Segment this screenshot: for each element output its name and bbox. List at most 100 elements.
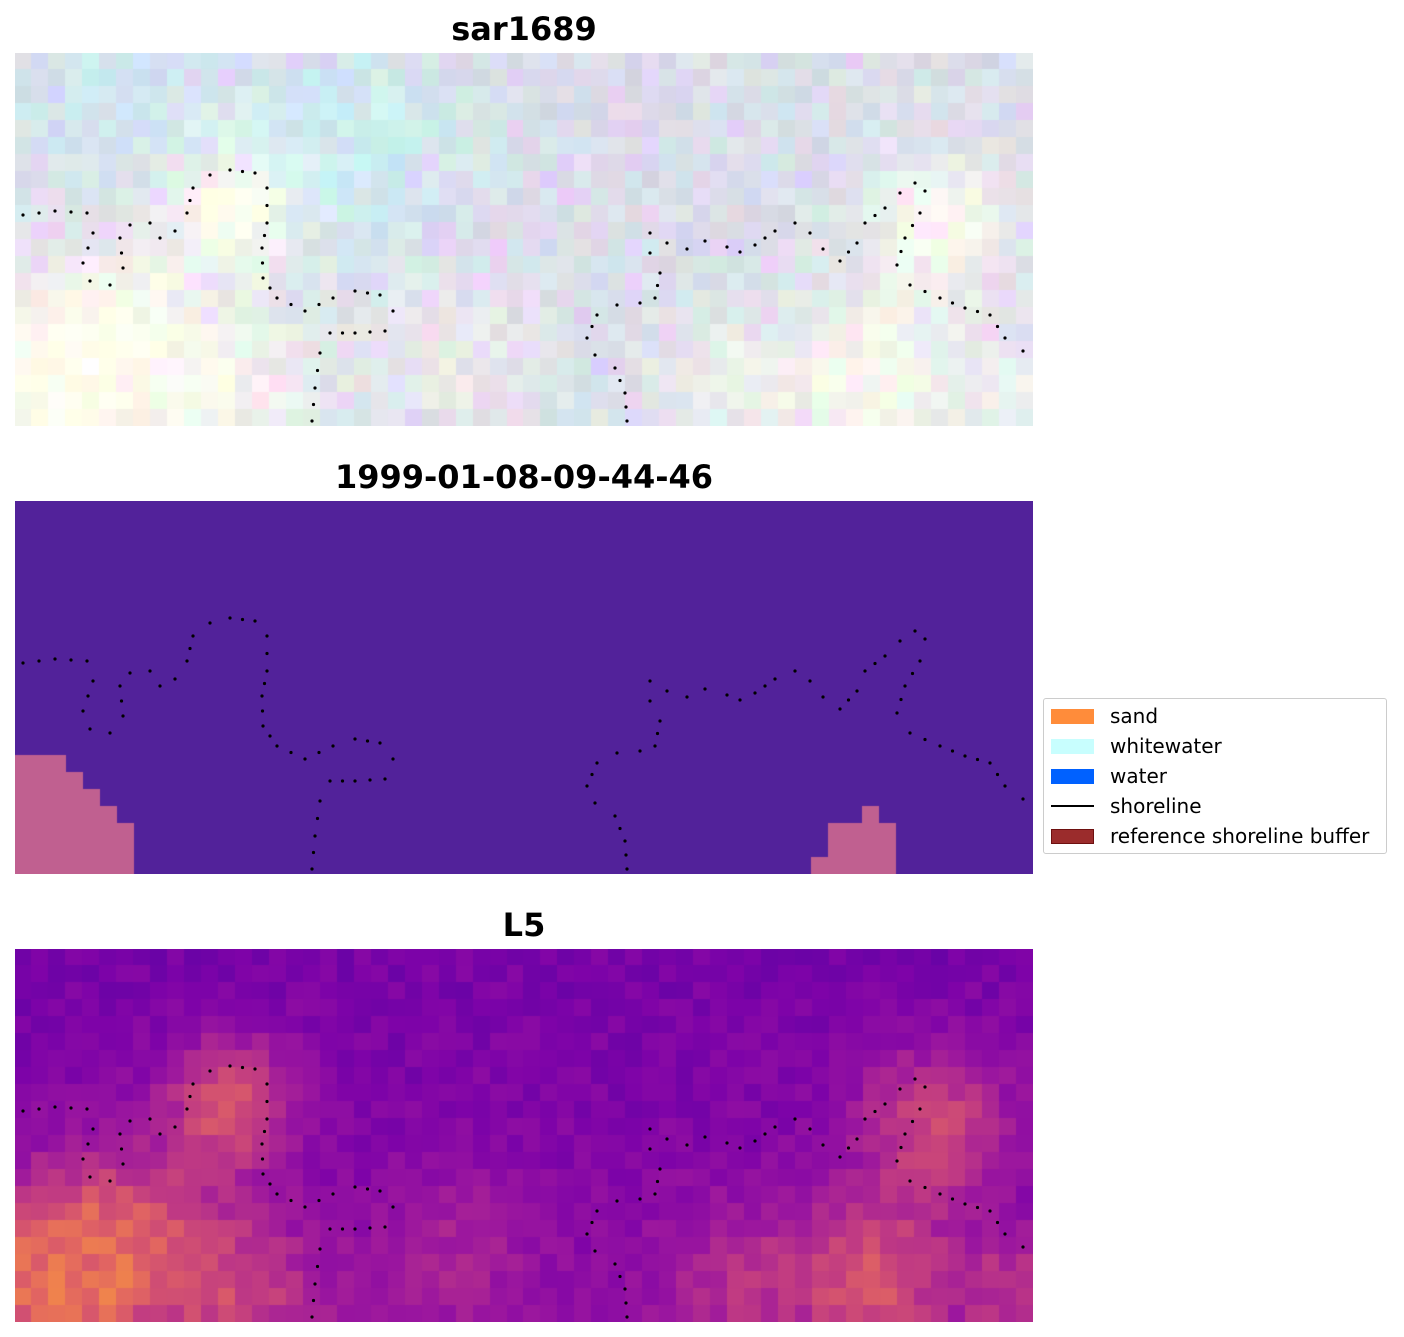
shoreline-point <box>365 291 370 295</box>
shoreline-point <box>593 801 597 805</box>
panel-rgb-image <box>15 53 1033 426</box>
legend-item-whitewater: whitewater <box>1051 731 1385 761</box>
shoreline-point <box>275 1192 279 1196</box>
shoreline-point <box>793 669 797 673</box>
shoreline-point <box>88 279 92 283</box>
shoreline-point <box>228 1064 232 1068</box>
shoreline-point <box>938 296 942 300</box>
shoreline-point <box>1003 1232 1007 1236</box>
reference-buffer-swatch <box>1051 829 1094 844</box>
shoreline-point <box>21 213 25 217</box>
shoreline-point <box>128 223 132 227</box>
shoreline-point <box>260 709 265 713</box>
legend-item-sand: sand <box>1051 701 1385 731</box>
shoreline-point <box>821 1143 825 1147</box>
shoreline-point <box>903 236 907 240</box>
shoreline-point <box>910 223 915 228</box>
shoreline-point <box>658 271 662 275</box>
shoreline-point <box>91 231 95 235</box>
shoreline-point <box>368 1226 372 1230</box>
shoreline-point <box>613 1262 617 1266</box>
shoreline-point <box>950 1197 955 1201</box>
shoreline-point <box>37 211 41 215</box>
shoreline-point <box>938 744 942 748</box>
legend-item-reference-buffer: reference shoreline buffer <box>1051 821 1385 851</box>
shoreline-point <box>353 1185 357 1189</box>
shoreline-point <box>240 1065 245 1070</box>
legend-label: sand <box>1110 704 1159 728</box>
shoreline-point <box>855 689 859 693</box>
shoreline-point <box>88 727 92 731</box>
shoreline-point <box>725 693 729 697</box>
shoreline-point <box>108 1179 112 1183</box>
shoreline-point <box>963 754 967 758</box>
shoreline-point <box>910 1119 915 1124</box>
shoreline-point <box>585 1232 589 1236</box>
shoreline-point <box>725 1141 729 1145</box>
legend-label: whitewater <box>1110 734 1222 758</box>
shoreline-point <box>240 617 245 622</box>
shoreline-point <box>383 1225 387 1229</box>
shoreline-point <box>950 301 955 305</box>
shoreline-point <box>638 749 642 753</box>
panel-index-map <box>15 949 1033 1322</box>
shoreline-point <box>262 233 267 238</box>
shoreline-point <box>118 684 122 688</box>
shoreline-point <box>846 698 851 702</box>
shoreline-point <box>665 1137 669 1141</box>
shoreline-point <box>995 772 1000 777</box>
shoreline-point <box>1003 336 1007 340</box>
shoreline-overlay <box>21 168 1025 423</box>
shoreline-point <box>655 1179 660 1184</box>
shoreline-point <box>262 1129 267 1134</box>
shoreline-point <box>303 757 307 761</box>
shoreline-point <box>391 757 395 761</box>
shoreline-point <box>613 814 617 818</box>
shoreline-point <box>118 1132 122 1136</box>
shoreline-point <box>988 761 992 765</box>
shoreline-point <box>648 251 652 255</box>
shoreline-point <box>121 1162 125 1166</box>
shoreline-point <box>128 1119 132 1123</box>
panel-classification <box>15 501 1033 874</box>
shoreline-point <box>738 698 742 702</box>
shoreline-point <box>340 779 345 783</box>
shoreline-point <box>903 1132 907 1136</box>
shoreline-point <box>665 241 669 245</box>
shoreline-point <box>623 391 627 395</box>
shoreline-point <box>625 419 629 423</box>
shoreline-point <box>317 302 321 307</box>
panel-title-l5: L5 <box>502 906 546 944</box>
shoreline-point <box>899 249 903 254</box>
shoreline-point <box>119 699 124 703</box>
shoreline-point <box>685 1143 689 1147</box>
shoreline-point <box>898 191 902 195</box>
shoreline-point <box>648 1147 652 1151</box>
shoreline-point <box>85 211 89 215</box>
shoreline-point <box>185 211 189 215</box>
shoreline-point <box>148 1117 152 1121</box>
shoreline-point <box>289 1198 293 1203</box>
shoreline-point <box>923 637 927 641</box>
shoreline-point <box>648 231 652 235</box>
shoreline-point <box>895 711 899 715</box>
shoreline-point <box>365 739 370 743</box>
shoreline-point <box>108 283 112 287</box>
shoreline-point <box>615 751 619 755</box>
shoreline-point <box>265 651 269 656</box>
shoreline-point <box>898 639 902 643</box>
legend-label: reference shoreline buffer <box>1110 824 1370 848</box>
shoreline-point <box>313 834 317 838</box>
shoreline-point <box>310 419 314 423</box>
shoreline-point <box>81 1157 85 1161</box>
shoreline-point <box>69 1106 73 1110</box>
shoreline-point <box>595 313 599 317</box>
shoreline-point <box>590 1220 594 1225</box>
shoreline-point <box>883 206 887 210</box>
shoreline-point <box>86 1142 90 1146</box>
shoreline-point <box>593 353 597 357</box>
shoreline-point <box>85 1107 89 1111</box>
shoreline-point <box>53 657 57 661</box>
shoreline-point <box>328 779 332 783</box>
shoreline-point <box>838 259 842 263</box>
